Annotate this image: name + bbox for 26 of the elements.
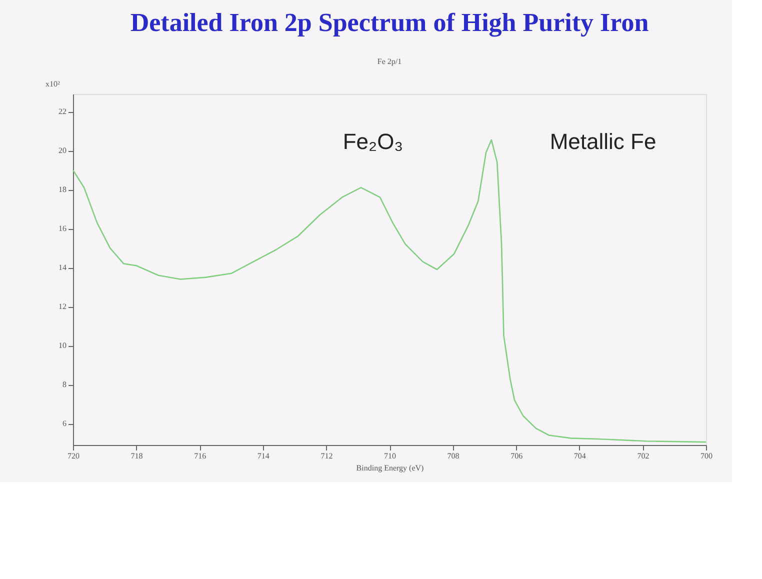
x-tick-label: 710	[384, 452, 396, 460]
annotation: Fe₂O₃	[342, 129, 404, 154]
x-tick-label: 716	[194, 452, 206, 460]
y-tick-label: 12	[58, 302, 66, 312]
x-tick-label: 702	[637, 452, 650, 460]
x-tick-label: 706	[510, 452, 523, 460]
x-tick-label: 712	[320, 452, 333, 460]
x-tick-label: 720	[68, 452, 80, 460]
y-tick-label: 20	[58, 146, 66, 156]
y-axis-title: x10²	[46, 80, 60, 88]
x-tick-label: 700	[700, 452, 712, 460]
y-tick-label: 10	[58, 341, 66, 350]
y-tick-label: 16	[58, 224, 66, 234]
x-tick-label: 704	[574, 452, 586, 460]
x-tick-label: 718	[130, 452, 143, 460]
x-tick-label: 708	[447, 452, 460, 460]
y-tick-label: 6	[62, 419, 66, 428]
chart-title: Detailed Iron 2p Spectrum of High Purity Iron	[130, 8, 650, 37]
y-tick-label: 14	[58, 263, 66, 272]
chart-subtitle: Fe 2p/1	[377, 57, 402, 66]
x-axis-title: Binding Energy (eV)	[356, 464, 424, 472]
y-tick-label: 22	[58, 107, 66, 116]
x-tick-label: 714	[257, 452, 270, 460]
y-tick-label: 18	[58, 185, 66, 194]
annotation: Metallic Fe	[550, 129, 656, 154]
y-tick-label: 8	[62, 380, 66, 390]
